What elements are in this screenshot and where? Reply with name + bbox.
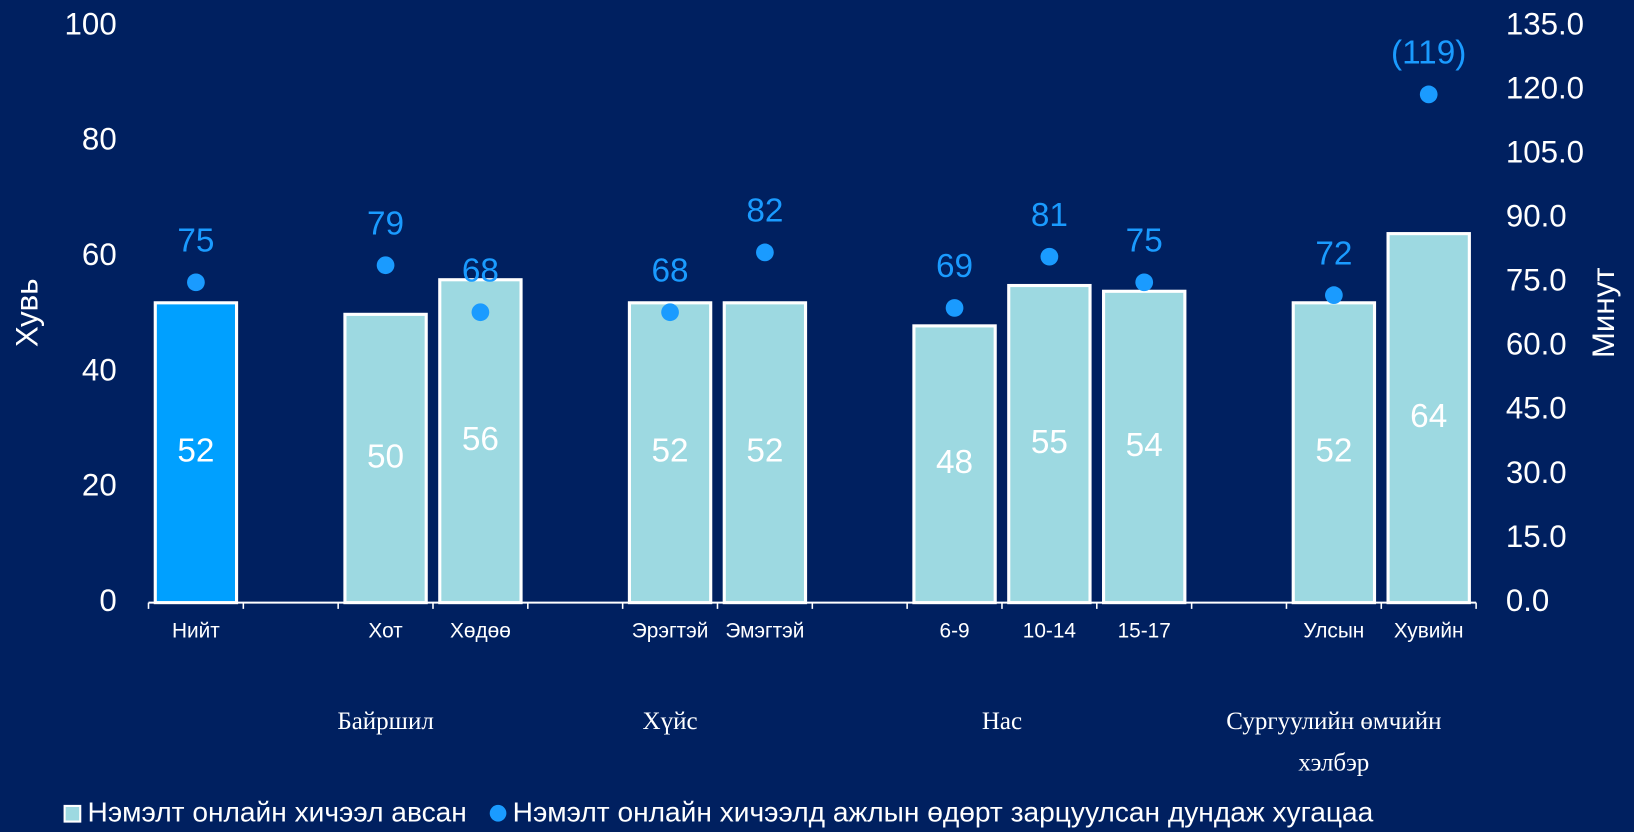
y2-tick-label: 90.0: [1506, 199, 1567, 234]
y2-tick-label: 120.0: [1506, 70, 1584, 105]
dot-value-label: 75: [1126, 223, 1163, 260]
bar-value-label: 64: [1410, 398, 1447, 435]
dot: [471, 303, 490, 322]
dot-value-label: 68: [652, 252, 689, 289]
dot: [187, 273, 205, 292]
bar-value-label: 50: [367, 438, 404, 475]
y2-tick-label: 135.0: [1506, 6, 1584, 41]
y-axis-title: Хувь: [9, 278, 44, 347]
dot-value-label: 69: [936, 248, 973, 285]
legend-swatch: [63, 804, 82, 823]
bar-value-label: 52: [746, 433, 783, 470]
dot: [1419, 85, 1438, 104]
dot: [756, 243, 774, 262]
y2-tick-label: 75.0: [1506, 263, 1567, 298]
dot: [661, 303, 679, 322]
bar: [1007, 283, 1092, 605]
bar: [912, 324, 997, 605]
y2-tick-label: 15.0: [1506, 519, 1567, 554]
bar: [627, 301, 713, 605]
bar: [438, 278, 523, 605]
group-label: Байршил: [337, 707, 434, 736]
bar-value-label: 56: [462, 421, 499, 458]
y-tick-label: 80: [82, 122, 117, 157]
group-label-box: Сургуулийн өмчийн хэлбэр: [1226, 707, 1442, 777]
legend-label: Нэмэлт онлайн хичээл авсан: [88, 797, 467, 828]
bar-value-label: 54: [1126, 427, 1163, 464]
x-tick-label: Эрэгтэй: [632, 619, 709, 642]
dot-value-label: 81: [1031, 197, 1068, 234]
x-tick-label: Хувийн: [1394, 619, 1464, 642]
y2-tick-label: 60.0: [1506, 327, 1567, 362]
x-tick-label: 10-14: [1023, 619, 1076, 642]
group-label-box: Хүйс: [642, 707, 698, 736]
bar-value-label: 55: [1031, 424, 1068, 461]
bar-value-label: 52: [652, 433, 689, 470]
group-label: Нас: [981, 707, 1023, 736]
dot: [1135, 273, 1154, 292]
dot-value-label: 68: [462, 252, 499, 289]
bar: [722, 301, 808, 605]
x-tick-label: Нийт: [172, 619, 220, 642]
dot: [376, 256, 395, 275]
dot-value-label: 79: [367, 205, 404, 242]
legend-swatch: [489, 804, 507, 822]
group-label: Хүйс: [642, 707, 698, 736]
bar-value-label: 52: [177, 433, 214, 470]
y2-tick-label: 105.0: [1506, 134, 1584, 169]
dot-value-label: 75: [177, 223, 214, 260]
y-tick-label: 60: [82, 237, 117, 272]
y2-tick-label: 30.0: [1506, 455, 1567, 490]
y2-axis-title: Минут: [1586, 267, 1621, 358]
bar-value-label: 48: [936, 444, 973, 481]
y2-tick-label: 0.0: [1506, 583, 1549, 618]
x-tick-label: Хөдөө: [450, 619, 511, 642]
group-label-box: Байршил: [337, 707, 434, 736]
x-tick-label: 6-9: [940, 619, 970, 642]
group-label: Сургуулийн өмчийн хэлбэр: [1226, 707, 1442, 777]
group-label-box: Нас: [981, 707, 1023, 736]
bar: [1102, 289, 1187, 605]
y2-tick-label: 45.0: [1506, 391, 1567, 426]
dot-value-label: 82: [746, 193, 783, 230]
dot: [1325, 286, 1343, 304]
bar: [1386, 232, 1471, 605]
bar: [153, 301, 239, 605]
dot: [945, 299, 964, 317]
y-tick-label: 40: [82, 352, 117, 387]
x-tick-label: Эмэгтэй: [725, 619, 804, 642]
y-tick-label: 20: [82, 468, 117, 503]
dot-value-label: 72: [1315, 235, 1352, 272]
bar: [343, 312, 428, 605]
x-tick-label: 15-17: [1118, 619, 1171, 642]
x-tick-label: Улсын: [1303, 619, 1364, 642]
bar-value-label: 52: [1315, 433, 1352, 470]
x-tick-label: Хот: [368, 619, 403, 642]
y-tick-label: 100: [65, 6, 117, 41]
dot-value-label: (119): [1391, 35, 1466, 72]
y-tick-label: 0: [99, 583, 116, 618]
legend-label: Нэмэлт онлайн хичээлд ажлын өдөрт зарцуу…: [513, 797, 1374, 828]
dot: [1040, 247, 1059, 266]
